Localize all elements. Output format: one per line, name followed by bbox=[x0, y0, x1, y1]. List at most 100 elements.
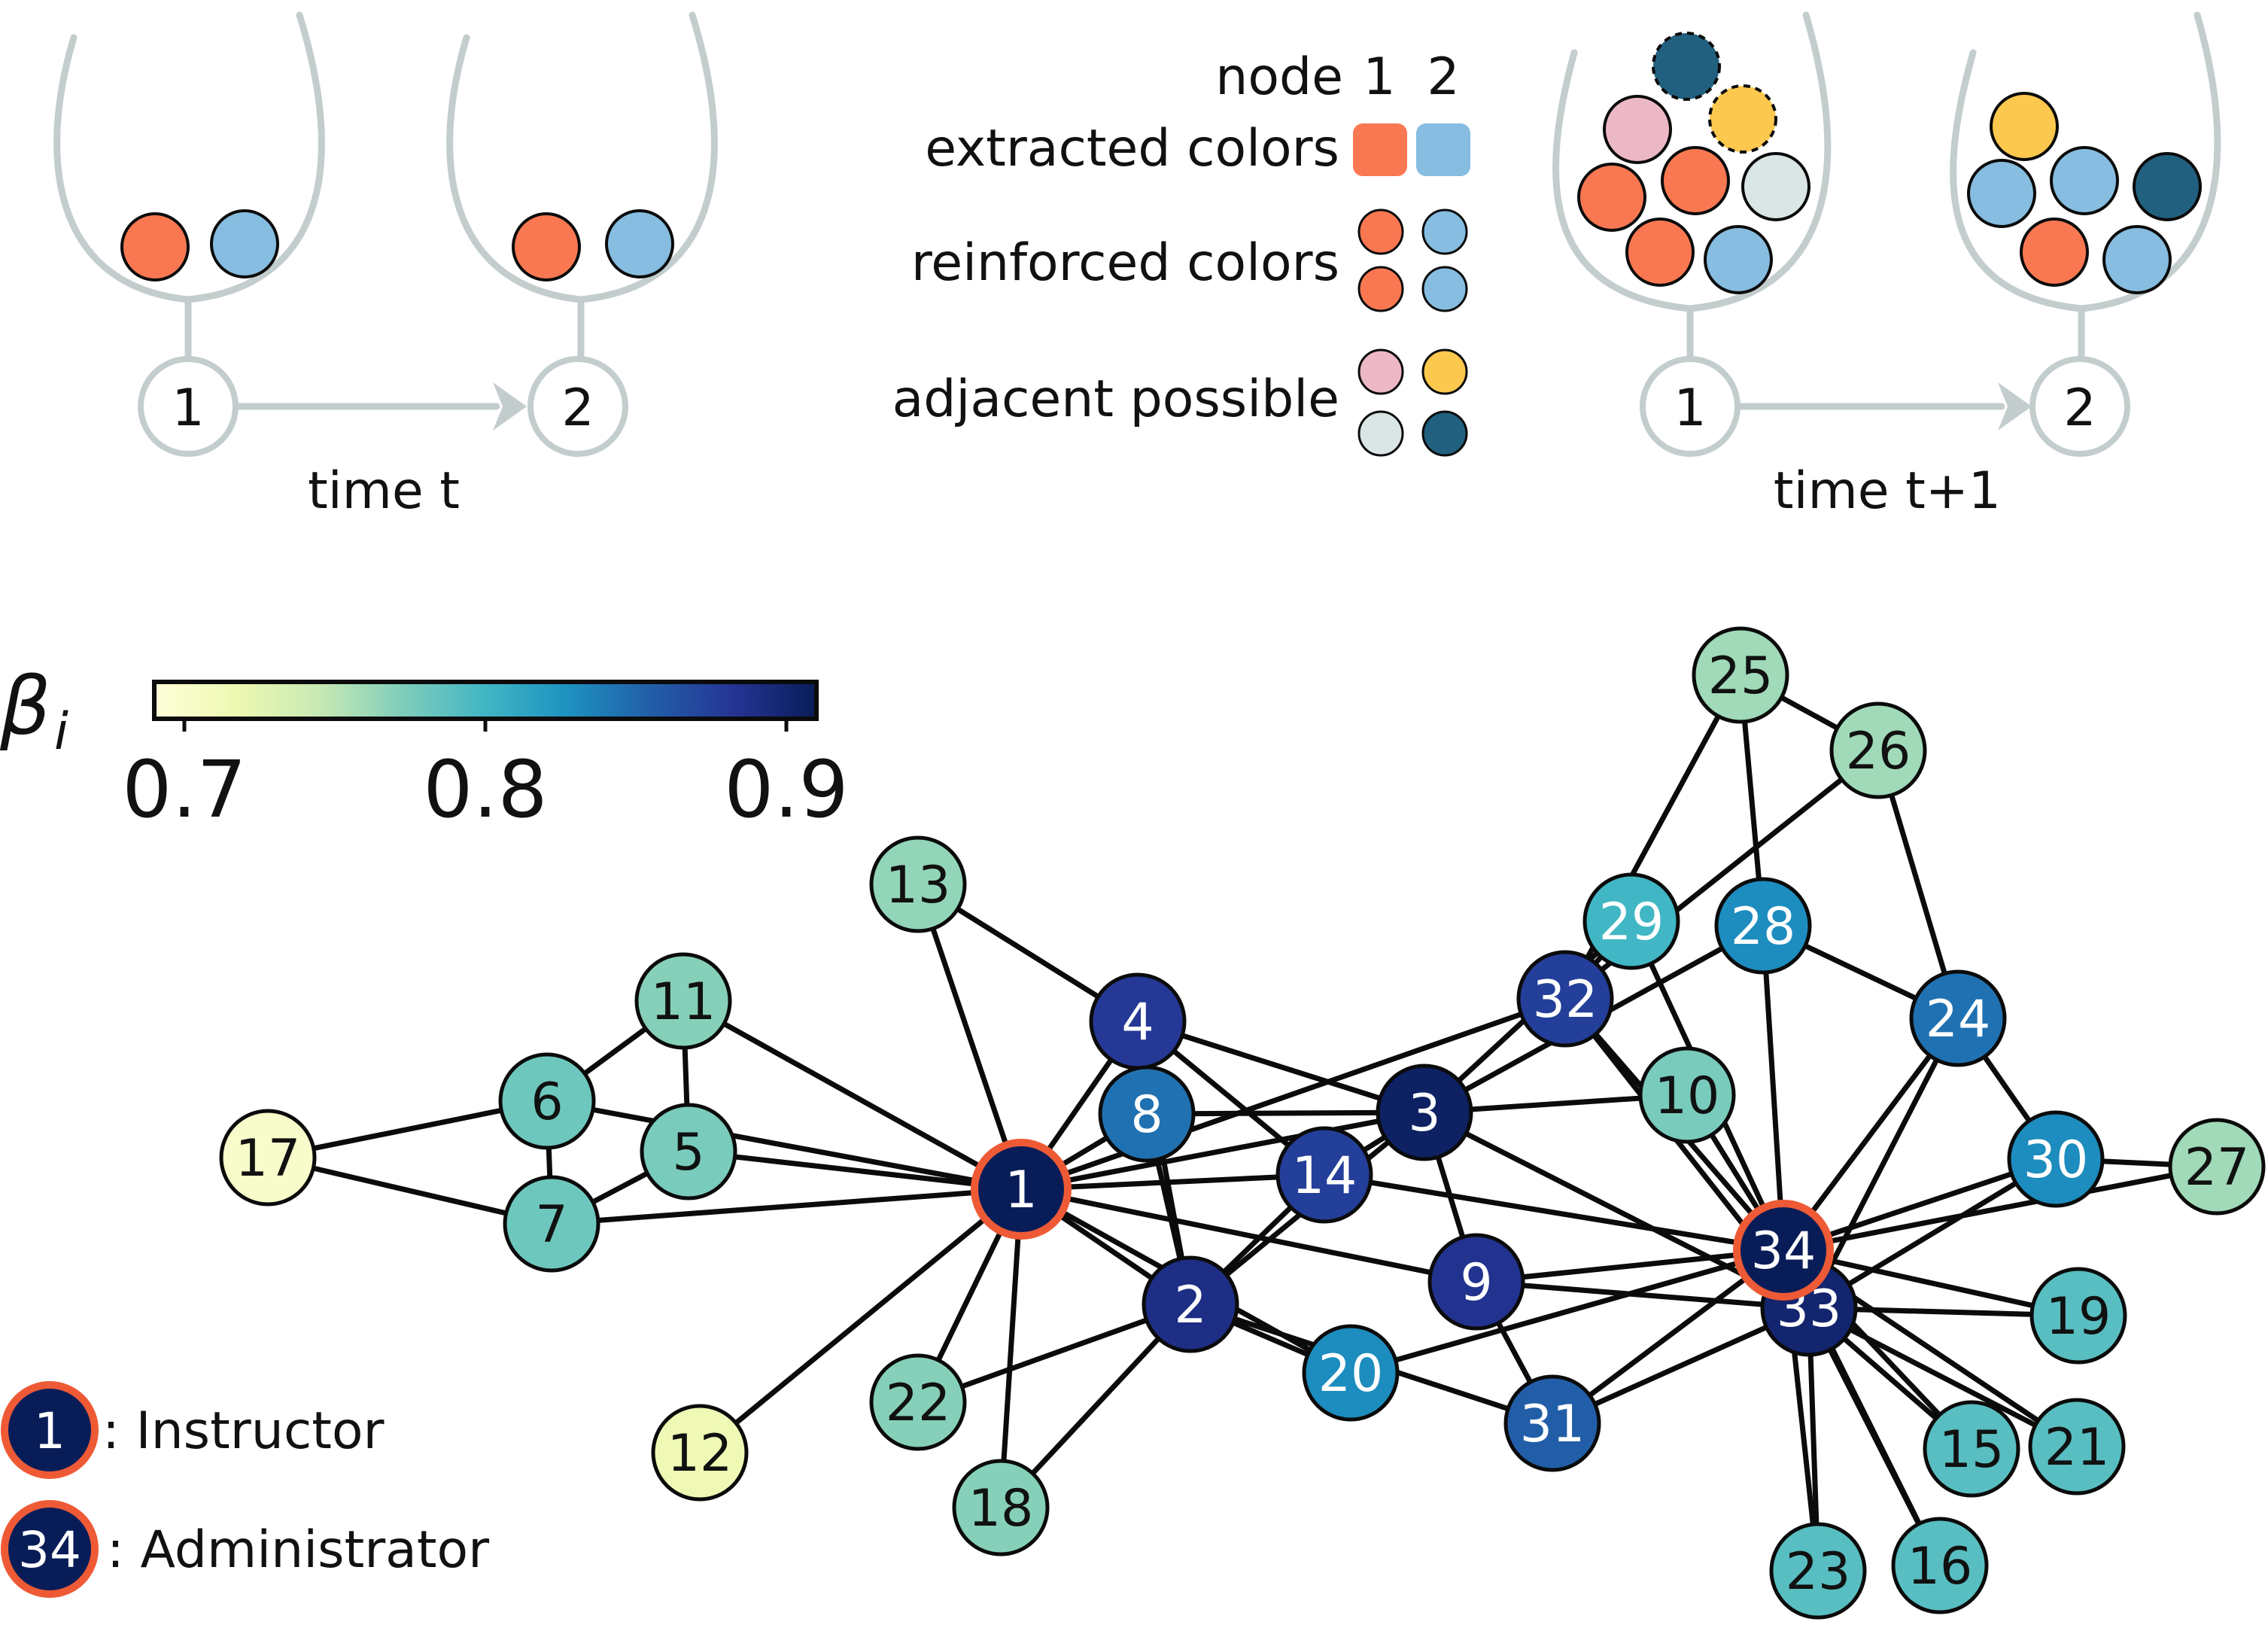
edge-20-34 bbox=[1350, 1247, 1784, 1376]
legend-node-2: 2 bbox=[1427, 47, 1459, 107]
node-label: 6 bbox=[531, 1073, 563, 1132]
node-13: 13 bbox=[869, 835, 967, 933]
node-label: 22 bbox=[886, 1374, 951, 1433]
node-17: 17 bbox=[219, 1109, 317, 1207]
node-16: 16 bbox=[1891, 1517, 1989, 1614]
legend-reinforced-label: reinforced colors bbox=[911, 233, 1339, 293]
node-3: 3 bbox=[1376, 1064, 1473, 1161]
edge-27-34 bbox=[1783, 1164, 2218, 1253]
blue-ball bbox=[1704, 225, 1773, 294]
node-circle bbox=[1302, 1324, 1400, 1422]
edge-1-18 bbox=[998, 1188, 1024, 1508]
adjacent-pale-ball bbox=[1357, 410, 1404, 457]
node-label: 32 bbox=[1533, 970, 1598, 1030]
node-circle bbox=[1891, 1517, 1989, 1614]
blue-ball bbox=[210, 209, 279, 278]
legend-node-word: node bbox=[1215, 47, 1343, 107]
node-1: 1 bbox=[971, 1139, 1072, 1240]
node-7: 7 bbox=[503, 1175, 600, 1273]
edge-1-14 bbox=[1020, 1172, 1325, 1192]
beta-subscript: i bbox=[54, 702, 68, 762]
urn-node-2 bbox=[527, 356, 628, 457]
node-circle bbox=[634, 952, 732, 1050]
dashed-navy-ball bbox=[1652, 32, 1721, 101]
orange-ball bbox=[512, 212, 581, 281]
urn-shape bbox=[53, 11, 325, 303]
node-circle bbox=[2007, 1110, 2105, 1208]
node-label: 15 bbox=[1939, 1420, 2005, 1480]
node-circle bbox=[971, 1139, 1072, 1240]
node-label: 11 bbox=[651, 972, 716, 1032]
legend-extracted-label: extracted colors bbox=[925, 119, 1339, 178]
edge-1-5 bbox=[688, 1149, 1022, 1192]
arrow-head-icon bbox=[1998, 382, 2032, 431]
node-label: 9 bbox=[1460, 1253, 1492, 1313]
node-23: 23 bbox=[1769, 1522, 1867, 1620]
node-circle bbox=[1503, 1374, 1601, 1472]
arrow-head-icon bbox=[493, 382, 527, 431]
urn-node-1 bbox=[138, 356, 239, 457]
node-label: 30 bbox=[2023, 1130, 2089, 1190]
reinforced-orange-ball bbox=[1357, 266, 1404, 312]
colorbar-tick-label: 0.7 bbox=[122, 744, 246, 835]
colorbar: β i 0.7 0.8 0.9 bbox=[0, 660, 849, 835]
edge-1-12 bbox=[698, 1187, 1023, 1455]
node-2: 2 bbox=[1142, 1255, 1239, 1353]
node-label: 12 bbox=[667, 1424, 733, 1483]
node-24: 24 bbox=[1909, 969, 2007, 1067]
orange-ball bbox=[2020, 218, 2089, 287]
blue-ball bbox=[2102, 225, 2172, 294]
node-label: 25 bbox=[1708, 647, 1774, 706]
node-34: 34 bbox=[1733, 1200, 1834, 1301]
role-legend: 1 : Instructor 34 : Administrator bbox=[1, 1381, 489, 1598]
node-circle bbox=[1516, 950, 1614, 1048]
node-18: 18 bbox=[952, 1459, 1050, 1556]
node-circle bbox=[1829, 701, 1927, 799]
node-10: 10 bbox=[1638, 1046, 1736, 1144]
node-label: 8 bbox=[1130, 1085, 1163, 1145]
node-9: 9 bbox=[1427, 1233, 1525, 1331]
colorbar-gradient bbox=[152, 680, 819, 721]
blue-ball bbox=[2050, 146, 2119, 215]
network-nodes: 2345678910111213141516171819202122232425… bbox=[219, 626, 2266, 1620]
orange-ball bbox=[1661, 146, 1730, 215]
node-32: 32 bbox=[1516, 950, 1614, 1048]
node-circle bbox=[2029, 1267, 2127, 1365]
node-30: 30 bbox=[2007, 1110, 2105, 1208]
node-circle bbox=[1142, 1255, 1239, 1353]
edge-1-6 bbox=[546, 1098, 1022, 1192]
urn-node-1 bbox=[1640, 356, 1741, 457]
urn-shape bbox=[446, 11, 718, 303]
node-label: 10 bbox=[1655, 1067, 1720, 1126]
node-label: 17 bbox=[236, 1129, 301, 1188]
adjacent-navy-ball bbox=[1421, 410, 1468, 457]
colorbar-ticks: 0.7 0.8 0.9 bbox=[122, 719, 849, 835]
node-circle bbox=[503, 1175, 600, 1273]
node-15: 15 bbox=[1923, 1400, 2020, 1498]
edge-9-34 bbox=[1476, 1247, 1784, 1285]
node-label: 28 bbox=[1731, 897, 1796, 957]
node-circle bbox=[1638, 1046, 1736, 1144]
node-label: 20 bbox=[1318, 1344, 1384, 1404]
node-circle bbox=[869, 835, 967, 933]
instructor-legend-label: : Instructor bbox=[102, 1401, 384, 1461]
node-label: 27 bbox=[2184, 1138, 2250, 1197]
edge-1-13 bbox=[915, 883, 1024, 1191]
node-8: 8 bbox=[1098, 1065, 1196, 1163]
node-label: 18 bbox=[968, 1479, 1034, 1538]
time-t1-label: time t+1 bbox=[1774, 461, 2001, 521]
extracted-orange-swatch bbox=[1353, 123, 1407, 176]
administrator-legend-node-label: 34 bbox=[18, 1521, 81, 1579]
node-20: 20 bbox=[1302, 1324, 1400, 1422]
urn-left-t-node2 bbox=[446, 11, 718, 364]
instructor-legend-node bbox=[1, 1381, 99, 1479]
adjacent-pink-ball bbox=[1357, 348, 1404, 395]
node-25: 25 bbox=[1692, 626, 1789, 724]
node-label: 13 bbox=[886, 856, 951, 915]
node-circle bbox=[1769, 1522, 1867, 1620]
edge-24-33 bbox=[1806, 1017, 1961, 1310]
node-4: 4 bbox=[1089, 972, 1187, 1070]
node-11: 11 bbox=[634, 952, 732, 1050]
instructor-legend-node-label: 1 bbox=[34, 1402, 65, 1460]
legend-node-1: 1 bbox=[1363, 47, 1395, 107]
